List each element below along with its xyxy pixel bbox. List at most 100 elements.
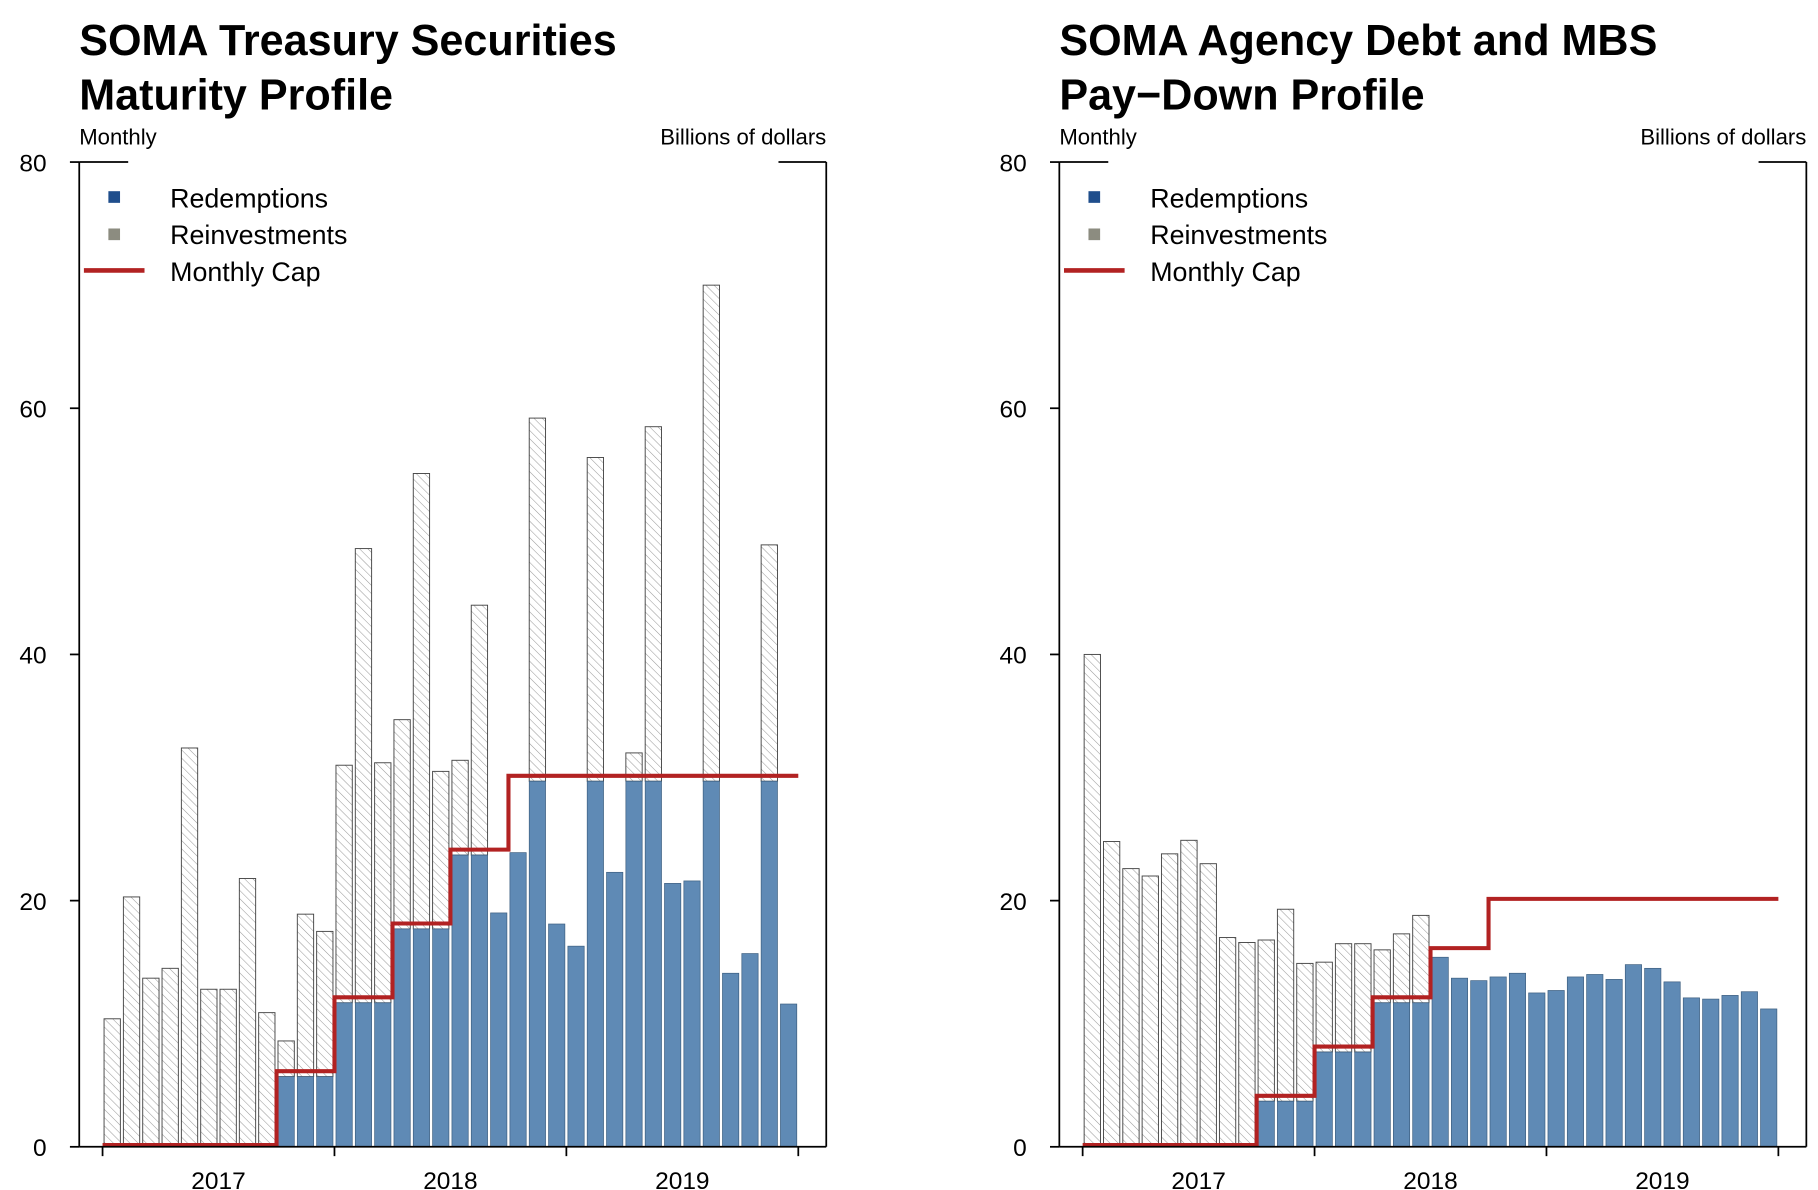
redemption-bar bbox=[451, 854, 469, 1148]
legend-redemptions-swatch bbox=[1088, 191, 1101, 203]
y-tick-label: 20 bbox=[999, 889, 1026, 916]
legend-label: Redemptions bbox=[1150, 184, 1308, 214]
y-tick-label: 20 bbox=[19, 889, 46, 916]
reinvestment-bar bbox=[1083, 653, 1101, 1148]
redemption-bar bbox=[1489, 976, 1507, 1148]
legend-redemptions-swatch bbox=[108, 191, 121, 203]
redemption-bar bbox=[567, 945, 585, 1148]
monthly-cap-line bbox=[102, 773, 799, 1148]
redemption-bar bbox=[1566, 976, 1584, 1148]
x-tick-label: 2018 bbox=[423, 1168, 477, 1190]
reinvestment-bar bbox=[1122, 868, 1140, 1148]
reinvestment-bar bbox=[1334, 943, 1353, 1053]
redemption-bar bbox=[1393, 1002, 1411, 1148]
redemption-bar bbox=[1335, 1051, 1353, 1148]
redemption-bar bbox=[277, 1076, 295, 1148]
redemption-bar bbox=[548, 923, 566, 1148]
right-axis-label: Billions of dollars bbox=[660, 125, 826, 150]
reinvestment-bar bbox=[354, 548, 373, 1004]
legend-label: Monthly Cap bbox=[170, 257, 320, 287]
monthly-cap-line bbox=[1082, 896, 1779, 1148]
right-axis-label: Billions of dollars bbox=[1640, 125, 1806, 150]
redemption-bar bbox=[316, 1076, 334, 1148]
reinvestment-bar bbox=[528, 417, 547, 782]
chart-title-line: SOMA Treasury Securities bbox=[79, 17, 617, 65]
legend-label: Monthly Cap bbox=[1150, 257, 1300, 287]
redemption-bar bbox=[644, 780, 662, 1148]
y-tick-label: 80 bbox=[999, 150, 1026, 177]
redemption-bar bbox=[702, 780, 720, 1148]
x-tick-label: 2017 bbox=[1171, 1168, 1225, 1190]
redemption-bar bbox=[741, 953, 759, 1148]
reinvestment-bar bbox=[122, 896, 141, 1148]
chart-title-line: Pay−Down Profile bbox=[1059, 72, 1424, 120]
redemption-bar bbox=[528, 780, 546, 1148]
legend-reinvestments-swatch bbox=[108, 228, 121, 241]
redemption-bar bbox=[664, 883, 682, 1148]
reinvestment-bar bbox=[470, 604, 489, 856]
redemption-bar bbox=[722, 972, 740, 1148]
legend-label: Reinvestments bbox=[170, 220, 347, 250]
chart-title-line: SOMA Agency Debt and MBS bbox=[1059, 17, 1657, 65]
reinvestment-bar bbox=[1160, 853, 1179, 1148]
x-tick-label: 2018 bbox=[1403, 1168, 1457, 1190]
x-tick-label: 2019 bbox=[655, 1168, 709, 1190]
redemption-bar bbox=[354, 1002, 372, 1148]
reinvestment-bar bbox=[258, 1012, 276, 1148]
treasury-chart-panel: SOMA Treasury Securities Maturity Profile… bbox=[19, 17, 828, 1190]
y-tick-label: 0 bbox=[33, 1135, 47, 1162]
mbs-chart-panel: SOMA Agency Debt and MBS Pay−Down Profile… bbox=[999, 17, 1808, 1190]
reinvestment-bar bbox=[316, 930, 334, 1078]
reinvestment-bar bbox=[1218, 937, 1237, 1148]
reinvestment-bar bbox=[1392, 933, 1411, 1004]
reinvestment-bar bbox=[1103, 841, 1121, 1148]
redemption-bar bbox=[1450, 977, 1469, 1148]
redemption-bar bbox=[760, 780, 778, 1148]
reinvestment-bar bbox=[702, 284, 720, 782]
redemption-bar bbox=[1508, 972, 1526, 1148]
redemption-bar bbox=[1547, 990, 1565, 1148]
reinvestment-bar bbox=[296, 913, 315, 1078]
redemption-bar bbox=[1296, 1100, 1314, 1148]
redemption-bar bbox=[1354, 1051, 1372, 1148]
redemption-bar bbox=[1431, 956, 1449, 1148]
reinvestment-bar bbox=[644, 426, 662, 782]
y-tick-label: 80 bbox=[19, 150, 46, 177]
legend-label: Redemptions bbox=[170, 184, 328, 214]
reinvestment-bar bbox=[1141, 875, 1159, 1148]
reinvestment-bar bbox=[180, 747, 199, 1148]
redemption-bar bbox=[1586, 974, 1604, 1148]
redemption-bar bbox=[1760, 1008, 1778, 1148]
reinvestment-bar bbox=[200, 988, 218, 1148]
reinvestment-bar bbox=[1412, 914, 1430, 1004]
redemption-bar bbox=[1644, 967, 1662, 1148]
y-tick-label: 40 bbox=[999, 643, 1026, 670]
redemption-bar bbox=[780, 1003, 798, 1148]
chart-title-line: Maturity Profile bbox=[79, 72, 393, 120]
reinvestment-bar bbox=[1354, 943, 1372, 1053]
redemption-bar bbox=[1663, 981, 1681, 1148]
redemption-bar bbox=[1277, 1100, 1295, 1148]
redemption-bar bbox=[606, 871, 624, 1148]
reinvestment-bar bbox=[1296, 962, 1314, 1102]
x-tick-label: 2017 bbox=[191, 1168, 245, 1190]
y-tick-label: 0 bbox=[1013, 1135, 1027, 1162]
redemption-bar bbox=[1257, 1100, 1275, 1148]
reinvestment-bar bbox=[451, 759, 469, 856]
reinvestment-bar bbox=[1238, 942, 1256, 1148]
redemption-bar bbox=[412, 928, 430, 1148]
redemption-bar bbox=[625, 780, 643, 1148]
redemption-bar bbox=[470, 854, 488, 1148]
redemption-bar bbox=[393, 928, 411, 1148]
redemption-bar bbox=[1702, 998, 1720, 1148]
redemption-bar bbox=[374, 1002, 392, 1148]
redemption-bar bbox=[296, 1076, 314, 1148]
redemption-bar bbox=[1624, 964, 1642, 1148]
redemption-bar bbox=[1682, 997, 1700, 1148]
redemption-bar bbox=[432, 928, 450, 1148]
reinvestment-bar bbox=[238, 877, 257, 1148]
redemption-bar bbox=[1605, 979, 1623, 1148]
reinvestment-bar bbox=[1180, 839, 1198, 1148]
reinvestment-bar bbox=[335, 764, 353, 1004]
